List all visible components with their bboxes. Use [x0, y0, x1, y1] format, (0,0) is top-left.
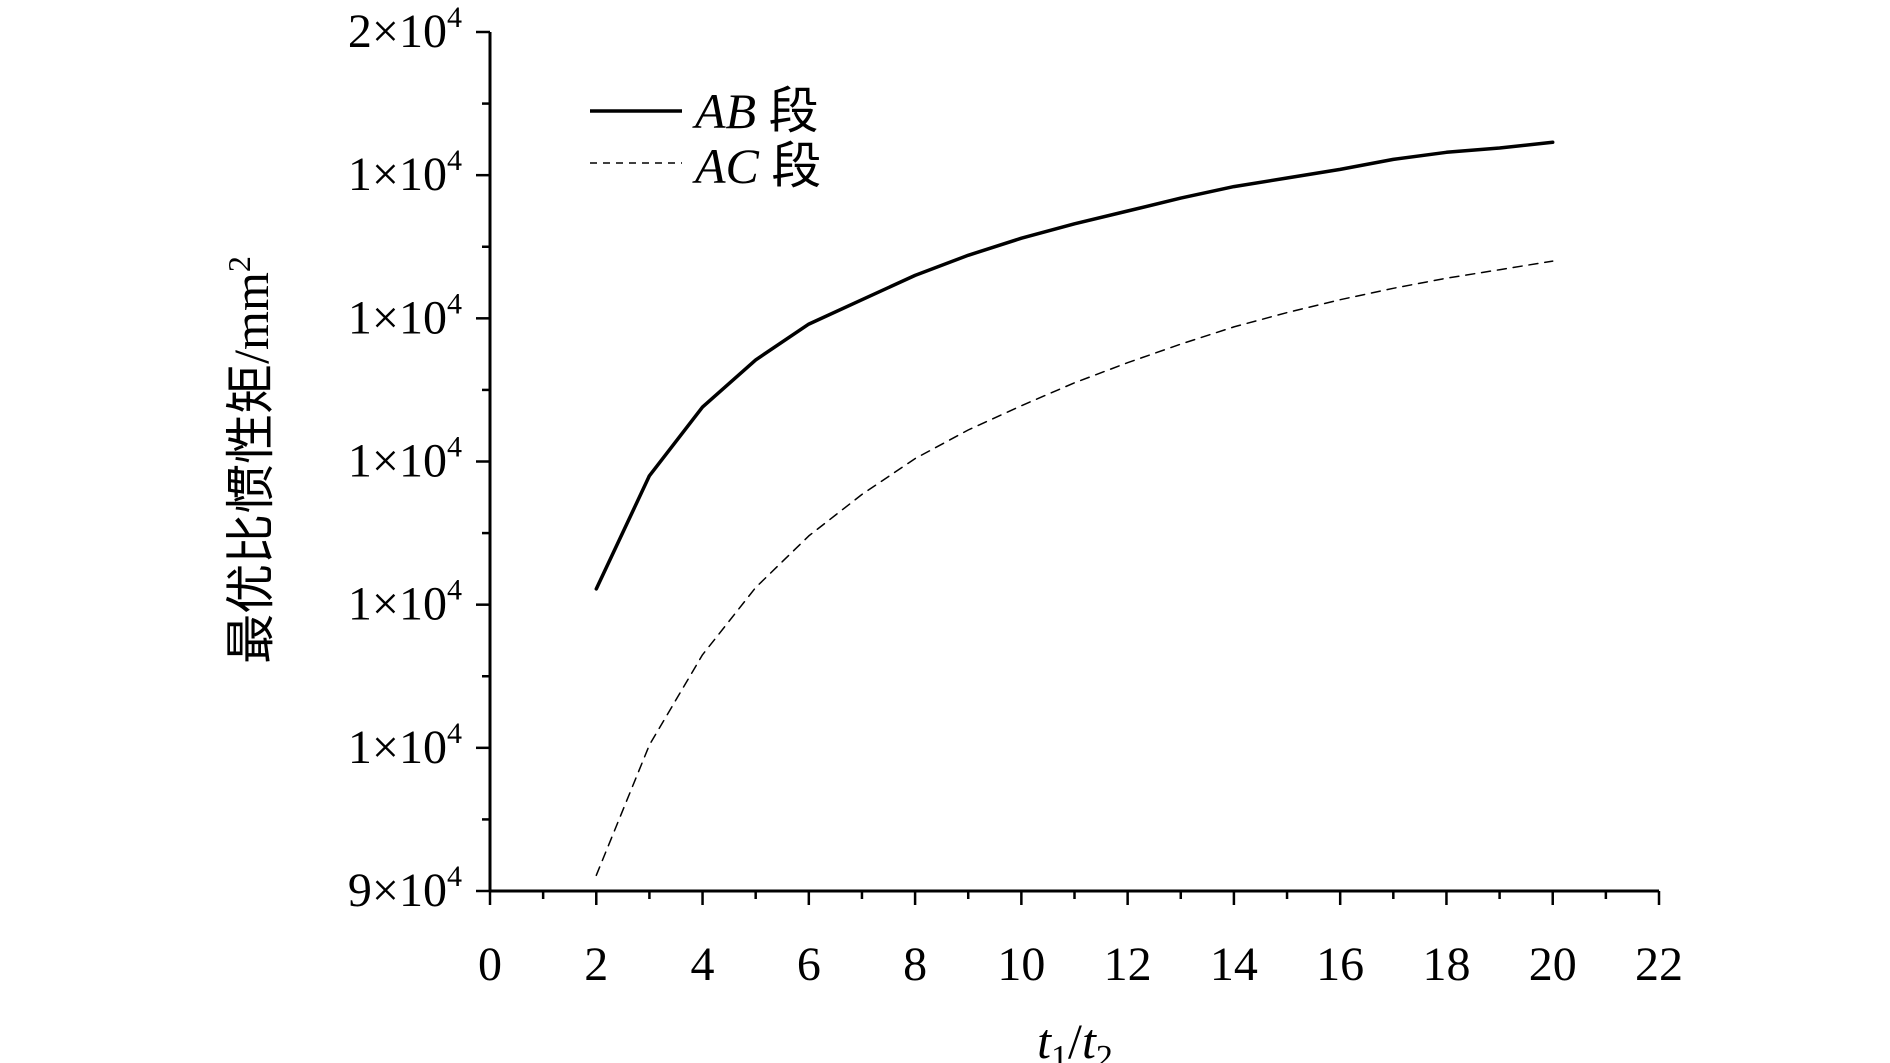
y-tick-label-mantissa: 1×10 [348, 291, 447, 344]
y-tick-label: 1×104 [348, 431, 462, 488]
y-axis-label: 最优比惯性矩/mm2 [221, 256, 279, 664]
x-tick-label: 6 [797, 938, 821, 991]
x-tick-label: 22 [1635, 938, 1683, 991]
x-tick-label: 8 [903, 938, 927, 991]
series-line-ac [595, 260, 1554, 877]
y-tick-label-exponent: 4 [447, 717, 462, 750]
x-axis-label-sub1: 1 [1051, 1039, 1068, 1063]
x-tick-label: 2 [584, 938, 608, 991]
y-tick-label-exponent: 4 [447, 1, 462, 34]
y-tick-label-exponent: 4 [447, 287, 462, 320]
axes [488, 32, 1659, 893]
y-tick-label-mantissa: 1×10 [348, 435, 447, 488]
x-ticks [488, 891, 1661, 905]
y-tick-label-exponent: 4 [447, 860, 462, 893]
legend-suffix-ac: 段 [759, 138, 822, 194]
y-axis-label-sup: 2 [221, 256, 257, 272]
y-tick-label: 1×104 [348, 287, 462, 344]
legend-suffix-ab: 段 [756, 83, 819, 139]
x-axis-label-sub2: 2 [1096, 1039, 1113, 1063]
y-tick-label-mantissa: 1×10 [348, 148, 447, 201]
series-group [594, 140, 1555, 877]
y-tick-label-mantissa: 9×10 [348, 864, 447, 917]
y-tick-label-mantissa: 1×10 [348, 578, 447, 631]
legend-name-ac: AC [692, 138, 760, 194]
legend-label-ab: AB 段 [692, 83, 819, 139]
x-tick-labels: 0 2 4 6 8 10 12 14 16 18 20 22 [478, 938, 1683, 991]
y-tick-label: 9×104 [348, 860, 462, 917]
y-tick-label-exponent: 4 [447, 574, 462, 607]
x-tick-label: 10 [997, 938, 1045, 991]
x-tick-label: 12 [1104, 938, 1152, 991]
y-tick-label: 1×104 [348, 574, 462, 631]
x-tick-label: 4 [691, 938, 715, 991]
y-tick-label: 1×104 [348, 144, 462, 201]
legend: AB 段 AC 段 [590, 83, 821, 194]
legend-label-ac: AC 段 [692, 138, 821, 194]
y-tick-label-mantissa: 2×10 [348, 5, 447, 58]
x-tick-label: 20 [1529, 938, 1577, 991]
y-tick-label-mantissa: 1×10 [348, 721, 447, 774]
x-tick-label: 14 [1210, 938, 1258, 991]
y-tick-label-exponent: 4 [447, 431, 462, 464]
x-tick-label: 18 [1422, 938, 1470, 991]
y-tick-label-exponent: 4 [447, 144, 462, 177]
x-axis-label-sep: / [1068, 1013, 1082, 1063]
x-tick-label: 16 [1316, 938, 1364, 991]
x-axis-label: t1/t2 [1037, 1013, 1113, 1063]
y-tick-label: 1×104 [348, 717, 462, 774]
legend-name-ab: AB [692, 83, 756, 139]
x-tick-label: 0 [478, 938, 502, 991]
x-axis-label-main: t [1037, 1013, 1052, 1063]
y-tick-label: 2×104 [348, 1, 462, 58]
series-line-ab [594, 140, 1555, 591]
y-axis-label-main: 最优比惯性矩/mm [223, 272, 279, 664]
x-axis-label-main2: t [1082, 1013, 1097, 1063]
y-ticks [476, 30, 490, 893]
